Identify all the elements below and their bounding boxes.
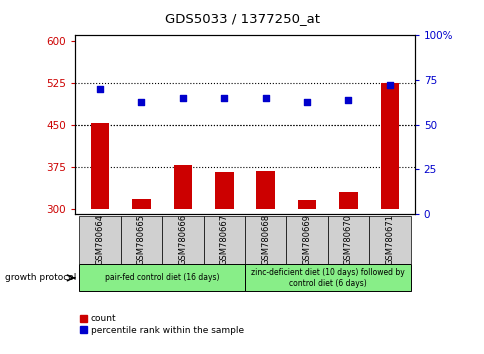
Bar [368, 216, 409, 264]
Point [220, 95, 227, 101]
Text: GSM780664: GSM780664 [95, 214, 104, 266]
Bar [173, 165, 192, 209]
Bar [79, 216, 121, 264]
Point [96, 86, 104, 92]
Point [385, 82, 393, 88]
Bar [79, 264, 244, 291]
Text: GSM780671: GSM780671 [385, 214, 393, 266]
Point [137, 99, 145, 104]
Bar [132, 199, 151, 209]
Text: GSM780667: GSM780667 [219, 214, 228, 266]
Bar [338, 192, 357, 209]
Legend: count, percentile rank within the sample: count, percentile rank within the sample [79, 314, 243, 335]
Text: GSM780670: GSM780670 [343, 214, 352, 266]
Bar [162, 216, 203, 264]
Point [302, 99, 310, 104]
Text: zinc-deficient diet (10 days) followed by
control diet (6 days): zinc-deficient diet (10 days) followed b… [250, 268, 404, 287]
Text: GSM780669: GSM780669 [302, 214, 311, 266]
Bar [286, 216, 327, 264]
Bar [214, 172, 233, 209]
Text: GSM780668: GSM780668 [260, 214, 270, 266]
Point [344, 97, 351, 103]
Text: GDS5033 / 1377250_at: GDS5033 / 1377250_at [165, 12, 319, 25]
Bar [297, 200, 316, 209]
Bar [91, 123, 109, 209]
Bar [244, 264, 409, 291]
Text: GSM780665: GSM780665 [136, 214, 146, 266]
Bar [203, 216, 244, 264]
Point [261, 95, 269, 101]
Bar [256, 171, 274, 209]
Bar [244, 216, 286, 264]
Text: pair-fed control diet (16 days): pair-fed control diet (16 days) [105, 273, 219, 282]
Bar [121, 216, 162, 264]
Bar [380, 83, 398, 209]
Text: GSM780666: GSM780666 [178, 214, 187, 266]
Bar [327, 216, 368, 264]
Point [179, 95, 186, 101]
Text: growth protocol: growth protocol [5, 273, 76, 282]
